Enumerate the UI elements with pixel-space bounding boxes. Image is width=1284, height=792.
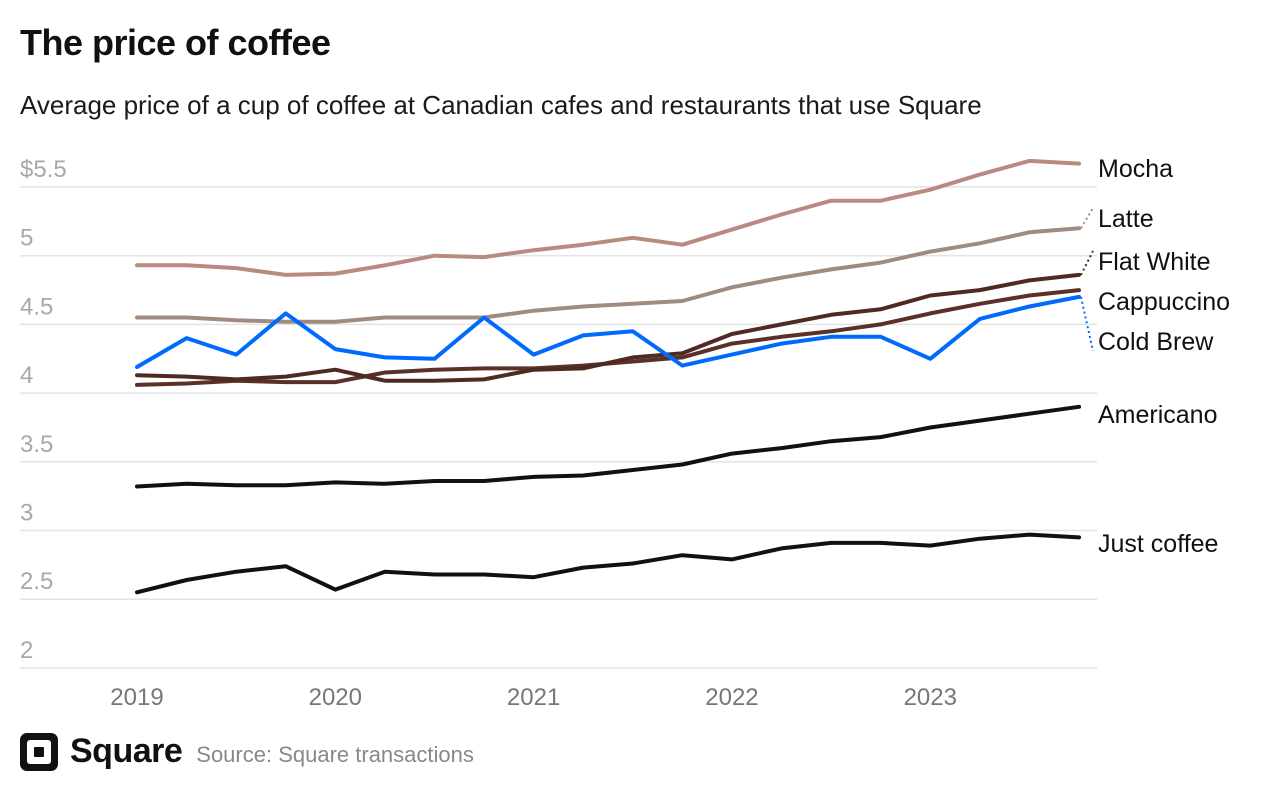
- chart-subtitle: Average price of a cup of coffee at Cana…: [20, 90, 982, 120]
- y-tick-label: 4: [20, 362, 33, 389]
- series-label: Latte: [1098, 205, 1154, 233]
- leader-line: [1080, 296, 1094, 352]
- series-line-flat-white: [135, 272, 1081, 383]
- series-line-mocha: [135, 158, 1081, 277]
- series-label: Americano: [1098, 401, 1218, 429]
- series-label: Cappuccino: [1098, 288, 1230, 316]
- chart-title: The price of coffee: [20, 22, 331, 63]
- y-tick-label: 3.5: [20, 431, 53, 458]
- x-tick-label: 2022: [705, 684, 758, 711]
- footer: Square Source: Square transactions: [20, 732, 474, 771]
- leader-line: [1080, 250, 1094, 276]
- series-label: Flat White: [1098, 248, 1211, 276]
- y-tick-label: 2: [20, 637, 33, 664]
- series-label: Mocha: [1098, 155, 1173, 183]
- x-tick-label: 2019: [110, 684, 163, 711]
- series-line-americano: [135, 404, 1081, 489]
- x-tick-label: 2023: [904, 684, 957, 711]
- y-tick-label: $5.5: [20, 156, 67, 183]
- series-label: Cold Brew: [1098, 328, 1214, 356]
- x-tick-label: 2021: [507, 684, 560, 711]
- x-tick-label: 2020: [309, 684, 362, 711]
- y-tick-label: 5: [20, 225, 33, 252]
- y-tick-label: 3: [20, 500, 33, 527]
- y-tick-label: 2.5: [20, 568, 53, 595]
- series-line-cold-brew: [135, 294, 1081, 369]
- series-line-just-coffee: [135, 532, 1081, 595]
- y-tick-label: 4.5: [20, 293, 53, 320]
- series-label: Just coffee: [1098, 530, 1218, 558]
- source-note: Source: Square transactions: [196, 741, 474, 767]
- square-logo-icon: [20, 732, 58, 771]
- brand-name: Square: [70, 732, 183, 770]
- leader-line: [1080, 207, 1094, 229]
